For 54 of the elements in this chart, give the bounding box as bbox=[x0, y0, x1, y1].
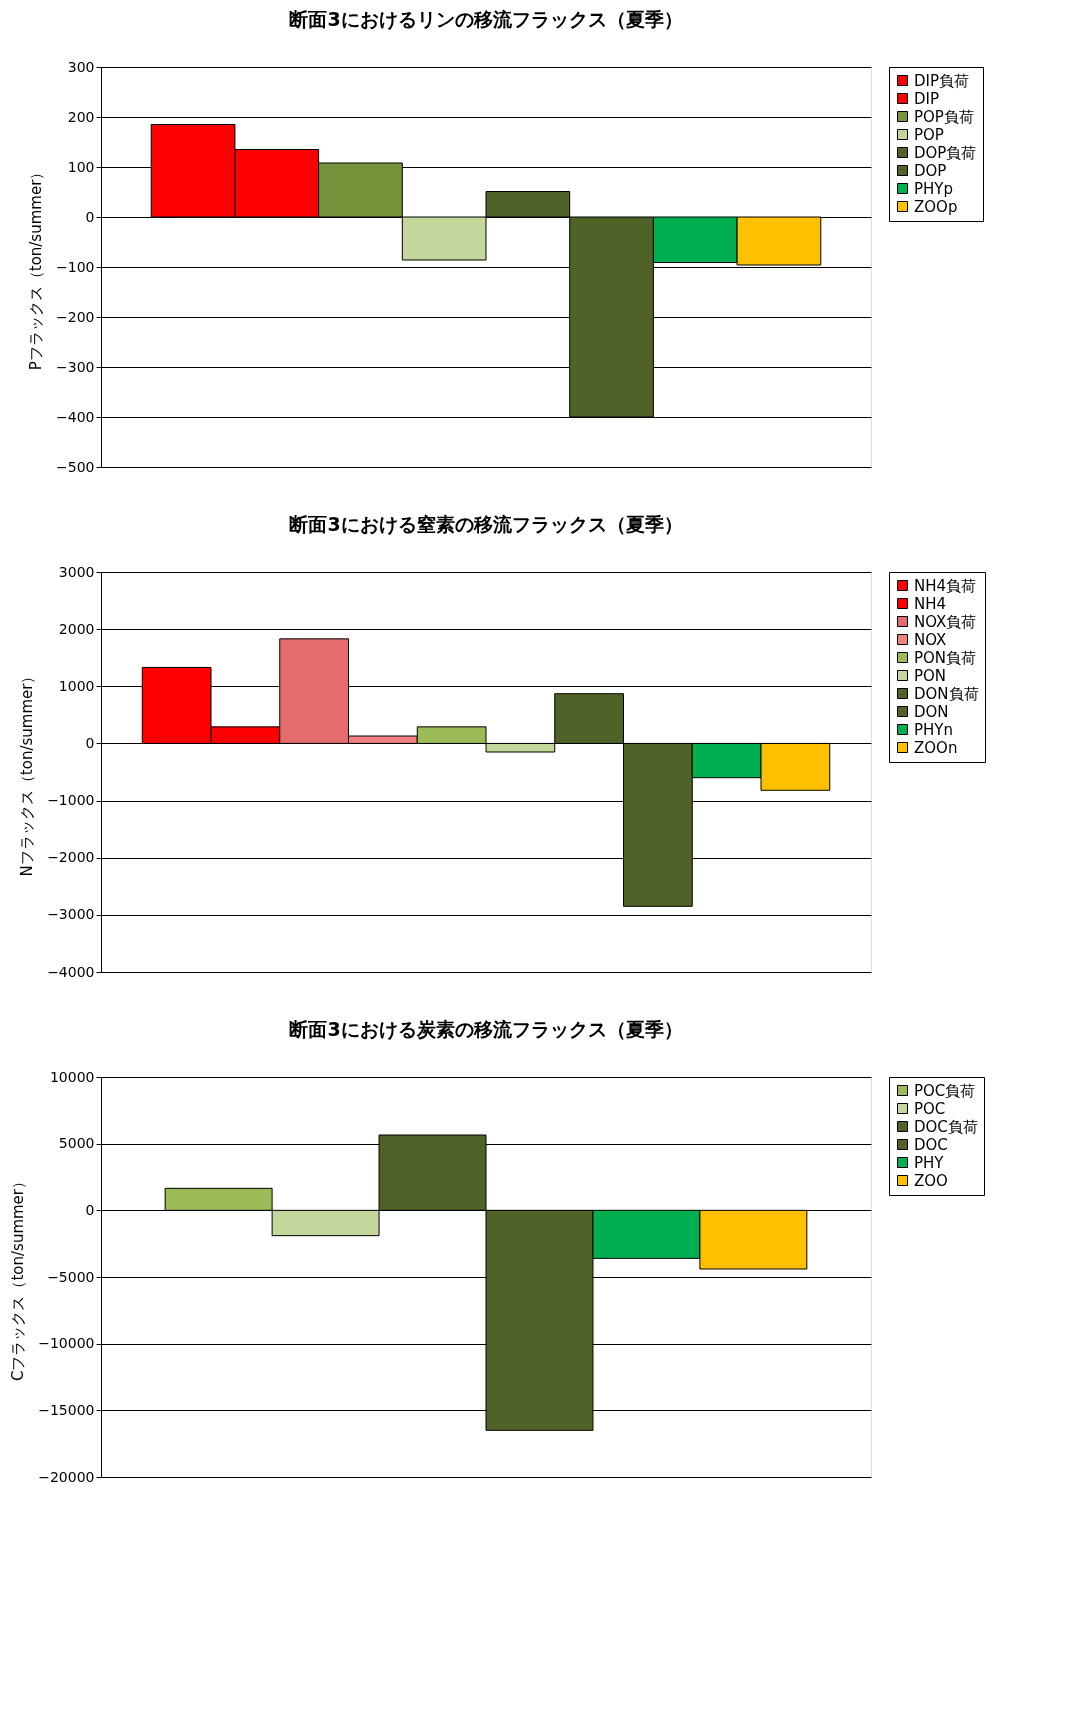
legend-label: PON bbox=[914, 666, 947, 685]
y-tick-label: −200 bbox=[56, 308, 95, 325]
y-tick-label: 0 bbox=[85, 1201, 95, 1218]
legend-label: NH4 bbox=[914, 594, 947, 613]
y-tick-label: 200 bbox=[67, 108, 95, 125]
chart-title: 断面3におけるリンの移流フラックス（夏季） bbox=[289, 8, 683, 30]
legend-label: DOC負荷 bbox=[914, 1117, 978, 1136]
y-tick-label: −3000 bbox=[47, 906, 95, 923]
y-axis-title: Nフラックス（ton/summer） bbox=[18, 668, 37, 877]
legend-label: PHYn bbox=[914, 720, 953, 739]
y-tick-label: 100 bbox=[67, 158, 95, 175]
y-tick-label: 0 bbox=[85, 208, 95, 225]
legend-label: DIP負荷 bbox=[914, 71, 970, 90]
y-tick-label: 10000 bbox=[49, 1068, 95, 1085]
legend-label: ZOOn bbox=[914, 738, 958, 757]
y-tick-label: −1000 bbox=[47, 792, 95, 809]
y-tick-label: 300 bbox=[67, 58, 95, 75]
legend-label: DOP負荷 bbox=[914, 143, 977, 162]
y-tick-label: −4000 bbox=[47, 963, 95, 980]
y-axis-title: Cフラックス（ton/summer） bbox=[9, 1173, 28, 1382]
y-tick-label: −300 bbox=[56, 358, 95, 375]
legend-label: DON負荷 bbox=[914, 684, 979, 703]
y-tick-label: −20000 bbox=[38, 1468, 95, 1485]
y-tick-label: 5000 bbox=[58, 1135, 95, 1152]
y-tick-label: −500 bbox=[56, 458, 95, 475]
legend-label: POC負荷 bbox=[914, 1081, 976, 1100]
legend-label: DIP bbox=[914, 89, 940, 108]
legend-label: POP負荷 bbox=[914, 107, 974, 126]
y-tick-label: 1000 bbox=[58, 677, 95, 694]
y-tick-label: −100 bbox=[56, 258, 95, 275]
y-tick-label: 0 bbox=[85, 734, 95, 751]
legend-label: ZOO bbox=[914, 1171, 948, 1190]
legend-label: PON負荷 bbox=[914, 648, 977, 667]
y-tick-label: −2000 bbox=[47, 849, 95, 866]
legend-label: NH4負荷 bbox=[914, 576, 977, 595]
legend-label: PHYp bbox=[914, 179, 954, 198]
y-axis-title: Pフラックス（ton/summer） bbox=[27, 164, 46, 371]
legend-label: DOP bbox=[914, 161, 947, 180]
legend-label: ZOOp bbox=[914, 197, 958, 216]
y-tick-label: 2000 bbox=[58, 620, 95, 637]
y-tick-label: −400 bbox=[56, 408, 95, 425]
y-tick-label: 3000 bbox=[58, 563, 95, 580]
legend-label: NOX負荷 bbox=[914, 612, 977, 631]
legend-label: DON bbox=[914, 702, 949, 721]
y-tick-label: −15000 bbox=[38, 1401, 95, 1418]
legend-label: NOX bbox=[914, 630, 947, 649]
chart-title: 断面3における炭素の移流フラックス（夏季） bbox=[289, 1018, 683, 1040]
legend-label: PHY bbox=[914, 1153, 945, 1172]
legend-label: POP bbox=[914, 125, 944, 144]
y-tick-label: −10000 bbox=[38, 1335, 95, 1352]
y-tick-label: −5000 bbox=[47, 1268, 95, 1285]
chart-title: 断面3における窒素の移流フラックス（夏季） bbox=[289, 513, 683, 535]
legend-label: POC bbox=[914, 1099, 946, 1118]
legend-label: DOC bbox=[914, 1135, 948, 1154]
